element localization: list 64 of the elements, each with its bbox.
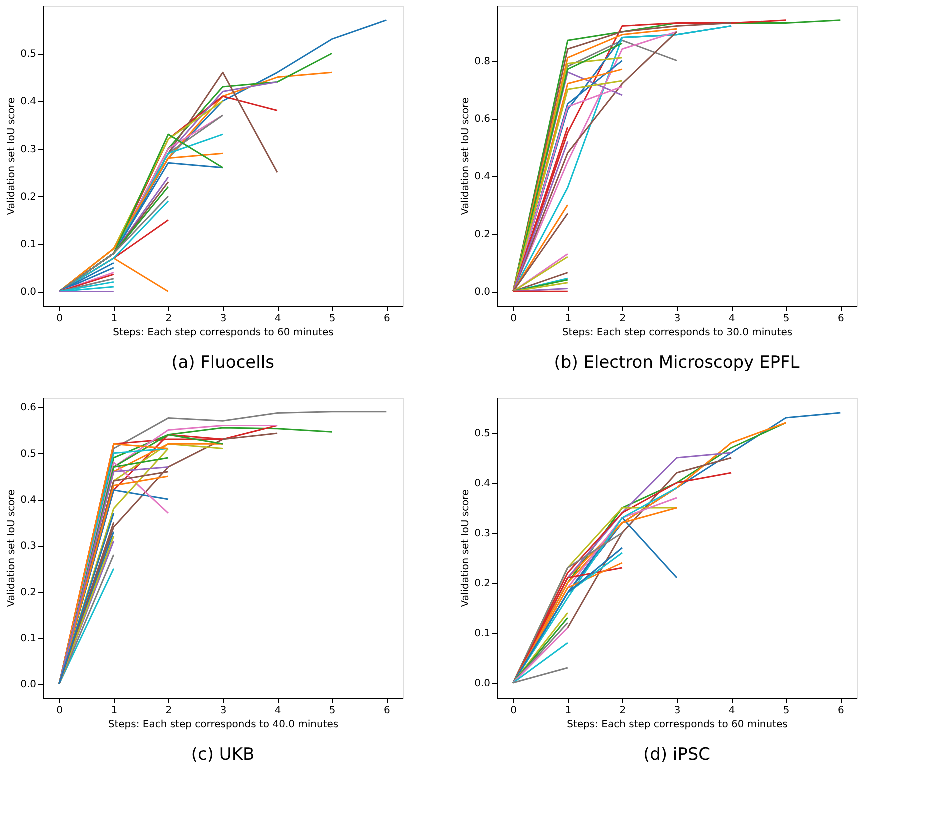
y-tick-label: 0.6 xyxy=(20,402,36,414)
x-tick-label: 6 xyxy=(838,314,844,324)
y-tick-label: 0.3 xyxy=(20,144,36,156)
y-axis-title: Validation set IoU score xyxy=(460,98,472,216)
x-axis-title: Steps: Each step corresponds to 30.0 minutes xyxy=(562,328,793,338)
y-axis-title: Validation set IoU score xyxy=(6,98,18,216)
y-tick-label: 0.8 xyxy=(474,56,490,68)
x-tick-label: 4 xyxy=(274,706,282,716)
x-tick-label: 6 xyxy=(838,706,844,716)
y-tick-label: 0.3 xyxy=(20,541,36,552)
x-tick-label: 4 xyxy=(728,314,736,324)
y-tick-label: 0.0 xyxy=(474,678,490,690)
x-tick-label: 0 xyxy=(510,706,518,716)
x-tick-label: 0 xyxy=(510,314,518,324)
y-tick-label: 0.2 xyxy=(20,192,36,203)
y-tick-label: 0.2 xyxy=(474,578,490,590)
x-tick-label: 4 xyxy=(274,314,282,324)
x-tick-label: 3 xyxy=(220,314,227,324)
x-tick-label: 1 xyxy=(111,314,118,324)
y-tick-label: 0.1 xyxy=(20,634,36,644)
x-tick-label: 2 xyxy=(166,314,172,324)
x-tick-label: 4 xyxy=(728,706,736,716)
x-tick-label: 3 xyxy=(674,314,681,324)
x-tick-label: 1 xyxy=(565,314,572,324)
x-tick-label: 0 xyxy=(56,314,64,324)
y-tick-label: 0.6 xyxy=(474,114,490,125)
y-tick-label: 0.4 xyxy=(20,495,36,506)
y-tick-label: 0.1 xyxy=(474,628,490,640)
x-tick-label: 6 xyxy=(384,706,390,716)
x-axis-title: Steps: Each step corresponds to 60 minutes xyxy=(113,328,334,338)
y-tick-label: 0.4 xyxy=(474,172,490,183)
y-tick-label: 0.0 xyxy=(20,680,36,691)
x-tick-label: 2 xyxy=(620,706,626,716)
text: (c) UKB xyxy=(191,745,255,765)
y-tick-label: 0.4 xyxy=(474,478,490,490)
x-tick-label: 2 xyxy=(166,706,172,716)
y-tick-label: 0.5 xyxy=(474,428,490,440)
y-tick-label: 0.0 xyxy=(20,287,36,298)
text: (b) Electron Microscopy EPFL xyxy=(554,353,800,373)
y-tick-label: 0.2 xyxy=(474,229,490,240)
x-axis-title: Steps: Each step corresponds to 60 minutes xyxy=(567,720,788,730)
y-tick-label: 0.5 xyxy=(20,448,36,460)
x-tick-label: 5 xyxy=(783,314,790,324)
y-tick-label: 0.4 xyxy=(20,96,36,108)
x-tick-label: 2 xyxy=(620,314,626,324)
text: (a) Fluocells xyxy=(172,353,275,373)
x-tick-label: 1 xyxy=(565,706,572,716)
x-tick-label: 0 xyxy=(56,706,64,716)
y-tick-label: 0.2 xyxy=(20,587,36,598)
x-tick-label: 1 xyxy=(111,706,118,716)
x-tick-label: 5 xyxy=(329,314,336,324)
y-axis-title: Validation set IoU score xyxy=(460,490,472,608)
y-tick-label: 0.1 xyxy=(20,240,36,251)
x-tick-label: 5 xyxy=(329,706,336,716)
x-tick-label: 6 xyxy=(384,314,390,324)
text: (d) iPSC xyxy=(643,745,711,765)
x-tick-label: 3 xyxy=(220,706,227,716)
x-tick-label: 3 xyxy=(674,706,681,716)
y-tick-label: 0.5 xyxy=(20,49,36,60)
y-axis-title: Validation set IoU score xyxy=(6,490,18,608)
y-tick-label: 0.3 xyxy=(474,528,490,540)
x-tick-label: 5 xyxy=(783,706,790,716)
y-tick-label: 0.0 xyxy=(474,287,490,298)
x-axis-title: Steps: Each step corresponds to 40.0 minutes xyxy=(108,720,339,730)
